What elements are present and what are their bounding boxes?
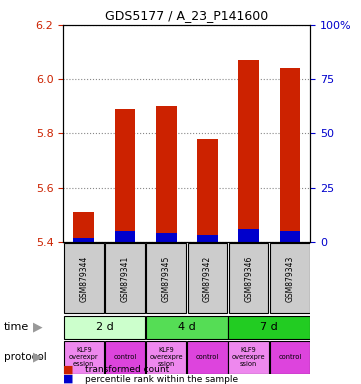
Text: transformed count: transformed count [85, 365, 169, 374]
FancyBboxPatch shape [64, 341, 104, 374]
FancyBboxPatch shape [270, 243, 310, 313]
Text: 2 d: 2 d [96, 322, 113, 333]
Title: GDS5177 / A_23_P141600: GDS5177 / A_23_P141600 [105, 9, 269, 22]
Bar [238, 60, 259, 242]
FancyBboxPatch shape [105, 243, 145, 313]
Bar [74, 238, 94, 242]
FancyBboxPatch shape [146, 341, 186, 374]
Bar [115, 231, 135, 242]
Bar [197, 139, 218, 242]
Text: 4 d: 4 d [178, 322, 196, 333]
Text: control: control [196, 354, 219, 360]
Bar [279, 68, 300, 242]
Bar [74, 212, 94, 242]
Text: ■: ■ [63, 364, 74, 374]
FancyBboxPatch shape [146, 316, 228, 339]
Text: KLF9
overexpre
ssion: KLF9 overexpre ssion [149, 347, 183, 367]
Text: ▶: ▶ [33, 351, 43, 364]
Text: time: time [4, 322, 29, 333]
FancyBboxPatch shape [64, 243, 104, 313]
Text: GSM879341: GSM879341 [121, 255, 130, 301]
Bar [156, 233, 177, 242]
Text: GSM879345: GSM879345 [162, 255, 171, 301]
Text: GSM879342: GSM879342 [203, 255, 212, 301]
FancyBboxPatch shape [105, 341, 145, 374]
Text: ▶: ▶ [33, 321, 43, 334]
FancyBboxPatch shape [147, 243, 186, 313]
Text: control: control [113, 354, 136, 360]
Text: KLF9
overexpre
ssion: KLF9 overexpre ssion [232, 347, 265, 367]
FancyBboxPatch shape [188, 243, 227, 313]
Text: control: control [278, 354, 301, 360]
FancyBboxPatch shape [270, 341, 310, 374]
FancyBboxPatch shape [229, 341, 269, 374]
Bar [197, 235, 218, 242]
FancyBboxPatch shape [64, 316, 145, 339]
Bar [115, 109, 135, 242]
Text: protocol: protocol [4, 352, 46, 362]
Text: ■: ■ [63, 374, 74, 384]
Text: GSM879346: GSM879346 [244, 255, 253, 301]
FancyBboxPatch shape [229, 316, 310, 339]
Bar [279, 231, 300, 242]
Text: GSM879344: GSM879344 [79, 255, 88, 301]
Text: KLF9
overexpr
ession: KLF9 overexpr ession [69, 347, 99, 367]
FancyBboxPatch shape [229, 243, 269, 313]
FancyBboxPatch shape [187, 341, 228, 374]
Text: GSM879343: GSM879343 [285, 255, 294, 301]
Bar [238, 229, 259, 242]
Bar [156, 106, 177, 242]
Text: 7 d: 7 d [260, 322, 278, 333]
Text: percentile rank within the sample: percentile rank within the sample [85, 374, 238, 384]
